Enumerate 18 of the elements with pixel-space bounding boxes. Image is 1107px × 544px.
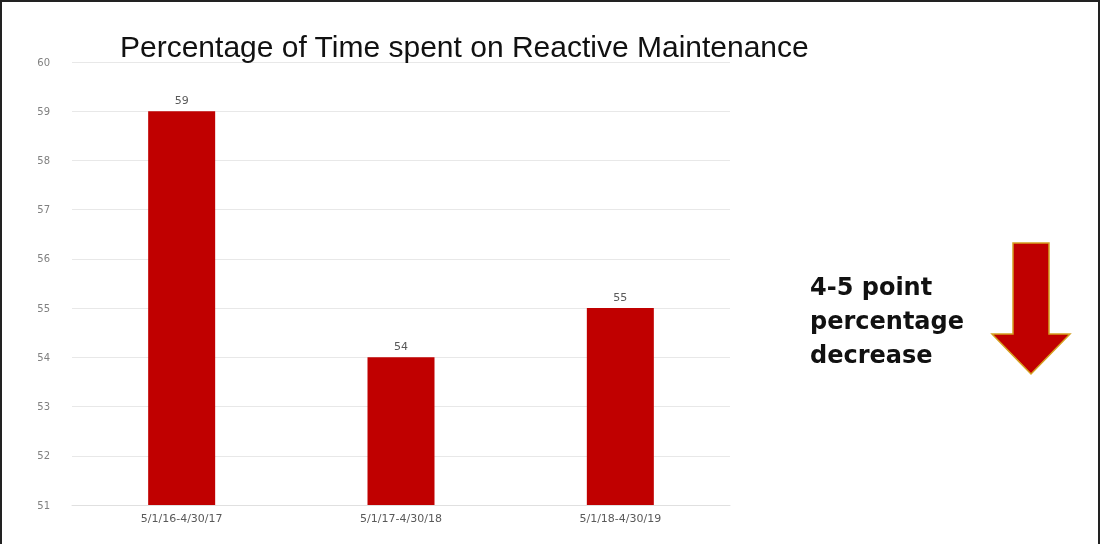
y-tick-label: 59 bbox=[37, 105, 50, 117]
data-label: 54 bbox=[394, 340, 408, 354]
y-tick-label: 52 bbox=[37, 450, 50, 462]
data-label: 59 bbox=[174, 94, 189, 108]
y-tick-label: 56 bbox=[37, 253, 50, 265]
text: 4-5 point percentage decrease bbox=[810, 273, 965, 369]
x-tick-label: 5/1/18-4/30/19 bbox=[579, 512, 662, 525]
y-tick-label: 57 bbox=[37, 204, 50, 216]
y-tick-label: 55 bbox=[37, 302, 50, 314]
y-tick-label: 60 bbox=[37, 56, 50, 68]
y-tick-label: 58 bbox=[37, 154, 50, 166]
y-tick-label: 53 bbox=[37, 401, 50, 413]
data-label: 55 bbox=[613, 291, 628, 305]
y-tick-label: 51 bbox=[37, 499, 50, 511]
y-tick-label: 54 bbox=[37, 351, 50, 363]
chart-title: Percentage of Time spent on Reactive Maintenance bbox=[120, 29, 809, 63]
x-tick-label: 5/1/17-4/30/18 bbox=[360, 512, 442, 525]
x-tick-label: 5/1/16-4/30/17 bbox=[140, 512, 223, 525]
